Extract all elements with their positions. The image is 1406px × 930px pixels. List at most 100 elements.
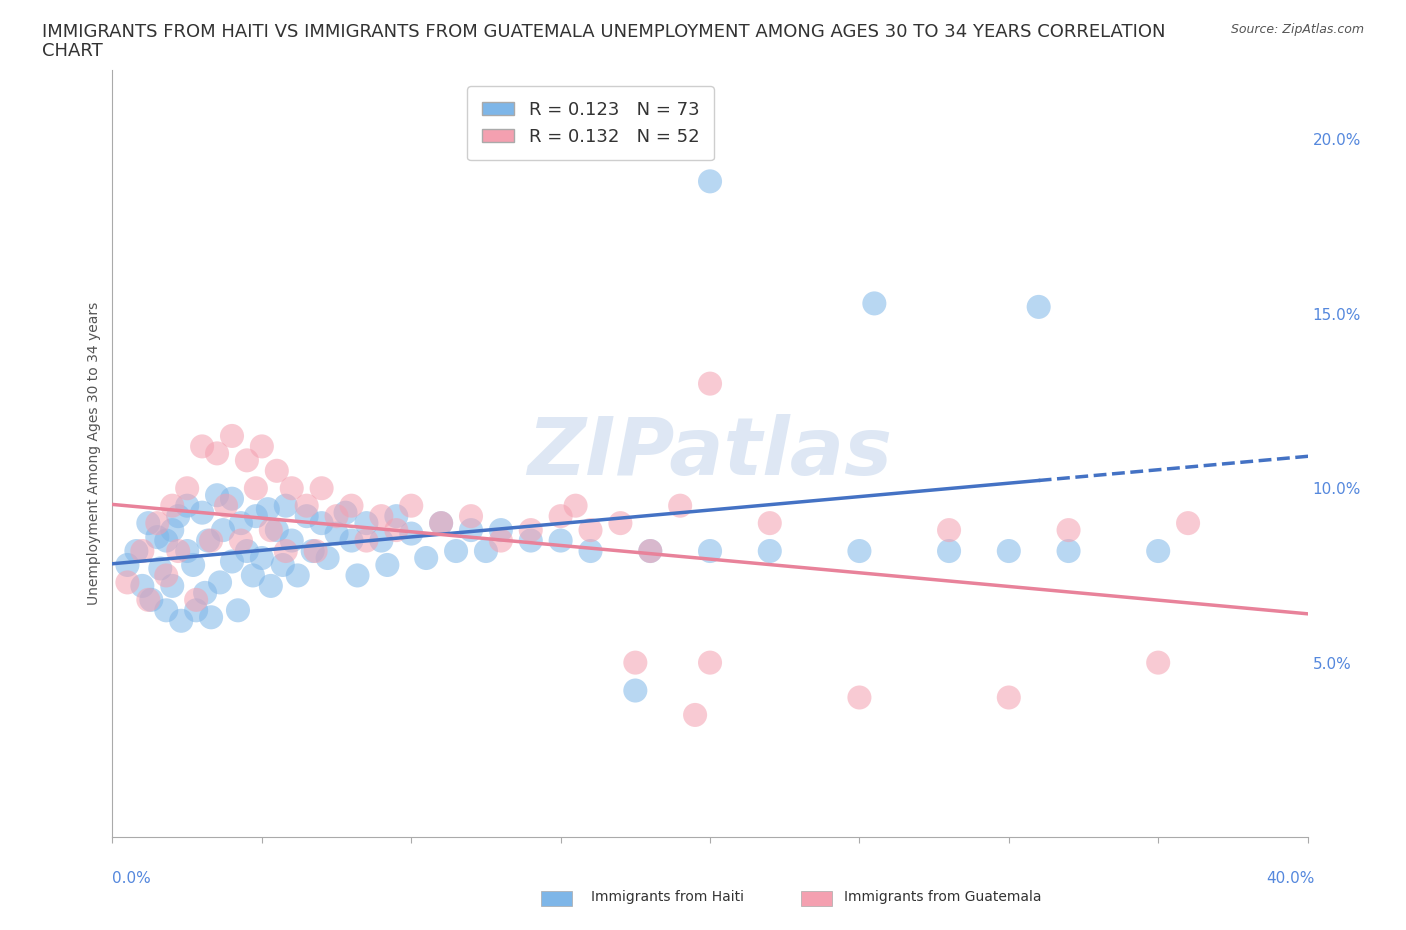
- Point: [176, 481, 198, 496]
- Point: [430, 515, 453, 530]
- Point: [186, 592, 208, 607]
- Point: [640, 543, 662, 558]
- Point: [117, 557, 139, 572]
- Point: [609, 515, 631, 530]
- Point: [370, 509, 392, 524]
- Point: [281, 533, 304, 548]
- Point: [1147, 543, 1170, 558]
- Point: [1028, 299, 1050, 314]
- Point: [699, 543, 721, 558]
- Point: [377, 557, 399, 572]
- Text: Immigrants from Guatemala: Immigrants from Guatemala: [844, 890, 1040, 905]
- Point: [624, 683, 647, 698]
- Point: [176, 498, 198, 513]
- Point: [229, 515, 252, 530]
- Point: [146, 515, 169, 530]
- Point: [274, 498, 297, 513]
- Point: [998, 543, 1021, 558]
- Point: [316, 551, 339, 565]
- Point: [170, 614, 193, 629]
- Point: [848, 543, 870, 558]
- Point: [200, 610, 222, 625]
- Point: [1147, 655, 1170, 670]
- Point: [226, 603, 249, 618]
- Point: [444, 543, 467, 558]
- Point: [460, 523, 482, 538]
- Point: [125, 543, 148, 558]
- Point: [181, 557, 204, 572]
- Point: [191, 439, 214, 454]
- Point: [162, 523, 183, 538]
- Legend: R = 0.123   N = 73, R = 0.132   N = 52: R = 0.123 N = 73, R = 0.132 N = 52: [467, 86, 714, 160]
- Point: [250, 551, 273, 565]
- Point: [550, 509, 572, 524]
- Text: 0.0%: 0.0%: [112, 871, 152, 886]
- Point: [191, 505, 214, 520]
- Text: Immigrants from Haiti: Immigrants from Haiti: [591, 890, 744, 905]
- Point: [624, 655, 647, 670]
- Point: [311, 481, 333, 496]
- Point: [295, 498, 318, 513]
- Point: [460, 509, 482, 524]
- Point: [212, 523, 235, 538]
- Point: [640, 543, 662, 558]
- Point: [301, 543, 323, 558]
- Point: [260, 578, 283, 593]
- Point: [430, 515, 453, 530]
- Point: [215, 498, 238, 513]
- Point: [260, 523, 283, 538]
- Point: [325, 526, 347, 541]
- Point: [759, 515, 782, 530]
- Point: [998, 690, 1021, 705]
- Point: [167, 509, 190, 524]
- Point: [550, 533, 572, 548]
- Point: [356, 515, 378, 530]
- Point: [141, 592, 163, 607]
- Point: [257, 502, 280, 517]
- Point: [131, 543, 153, 558]
- Point: [205, 445, 228, 460]
- Point: [305, 543, 328, 558]
- Point: [245, 509, 267, 524]
- Point: [340, 533, 363, 548]
- Point: [385, 509, 408, 524]
- Point: [489, 533, 512, 548]
- Point: [683, 708, 706, 723]
- Point: [938, 523, 960, 538]
- Point: [155, 568, 177, 583]
- Point: [401, 498, 423, 513]
- Point: [155, 533, 177, 548]
- Point: [221, 429, 243, 444]
- Text: 40.0%: 40.0%: [1267, 871, 1315, 886]
- Point: [266, 523, 288, 538]
- Point: [155, 603, 177, 618]
- Point: [340, 498, 363, 513]
- Point: [1057, 543, 1080, 558]
- Point: [370, 533, 392, 548]
- Point: [346, 568, 368, 583]
- Point: [1177, 515, 1199, 530]
- Point: [335, 505, 357, 520]
- Point: [229, 533, 252, 548]
- Point: [281, 481, 304, 496]
- Point: [325, 509, 347, 524]
- Point: [475, 543, 498, 558]
- Point: [167, 543, 190, 558]
- Point: [356, 533, 378, 548]
- Point: [250, 439, 273, 454]
- Point: [117, 575, 139, 590]
- Point: [186, 603, 208, 618]
- Point: [579, 543, 602, 558]
- Point: [579, 523, 602, 538]
- Point: [1057, 523, 1080, 538]
- Point: [699, 655, 721, 670]
- Point: [863, 296, 886, 311]
- Point: [200, 533, 222, 548]
- Point: [236, 543, 259, 558]
- Text: ZIPatlas: ZIPatlas: [527, 415, 893, 492]
- Point: [311, 515, 333, 530]
- Point: [385, 523, 408, 538]
- Point: [236, 453, 259, 468]
- Point: [848, 690, 870, 705]
- Point: [209, 575, 232, 590]
